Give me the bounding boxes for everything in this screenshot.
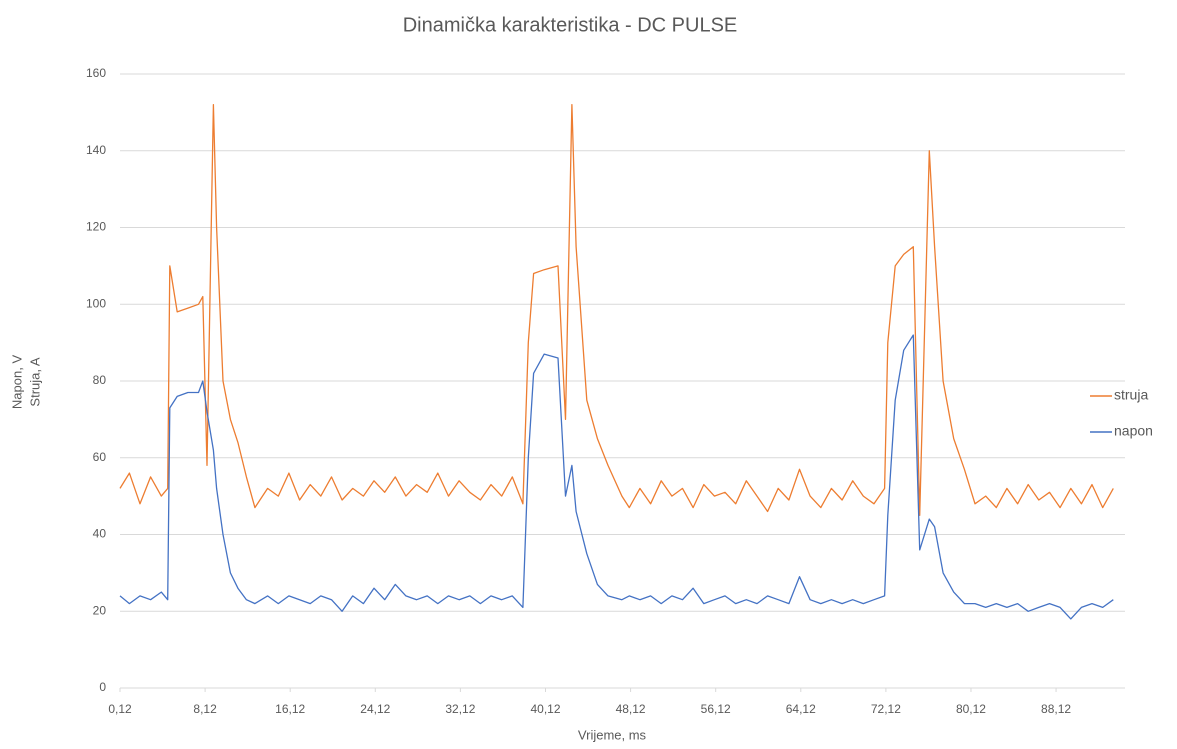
y-tick-label: 60 [93, 450, 107, 464]
y-tick-label: 0 [99, 680, 106, 694]
y-axis-label-line: Napon, V [9, 355, 24, 410]
series-line [119, 334, 1114, 620]
x-tick-label: 8,12 [193, 702, 217, 716]
y-axis-label-line: Struja, A [27, 357, 42, 406]
x-tick-label: 56,12 [701, 702, 731, 716]
y-tick-label: 80 [93, 373, 107, 387]
x-tick-label: 24,12 [360, 702, 390, 716]
chart-title: Dinamička karakteristika - DC PULSE [403, 14, 738, 36]
y-axis-label: Napon, V Struja, A [9, 355, 42, 410]
legend-label: struja [1114, 387, 1148, 403]
y-tick-label: 20 [93, 603, 107, 617]
x-axis-label: Vrijeme, ms [578, 727, 647, 742]
y-tick-label: 40 [93, 527, 107, 541]
x-tick-label: 0,12 [108, 702, 132, 716]
x-tick-label: 32,12 [445, 702, 475, 716]
y-tick-label: 160 [86, 66, 106, 80]
y-tick-label: 100 [86, 296, 106, 310]
x-tick-label: 48,12 [616, 702, 646, 716]
x-tick-label: 16,12 [275, 702, 305, 716]
x-tick-label: 72,12 [871, 702, 901, 716]
y-tick-label: 120 [86, 220, 106, 234]
x-tick-label: 40,12 [530, 702, 560, 716]
x-tick-label: 88,12 [1041, 702, 1071, 716]
legend-label: napon [1114, 423, 1153, 439]
series-line [119, 104, 1114, 516]
y-tick-label: 140 [86, 143, 106, 157]
x-tick-label: 80,12 [956, 702, 986, 716]
x-tick-label: 64,12 [786, 702, 816, 716]
